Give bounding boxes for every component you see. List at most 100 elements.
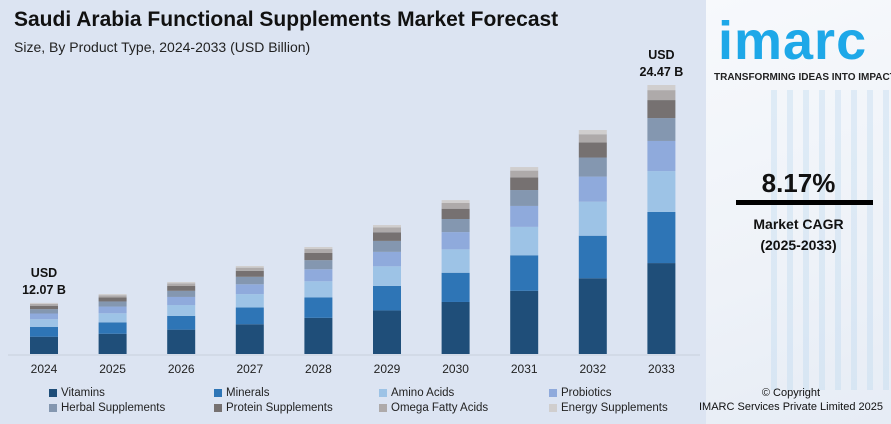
- legend-label: Omega Fatty Acids: [391, 402, 489, 414]
- legend-item-amino-acids: Amino Acids: [379, 386, 549, 400]
- bar-segment-vitamins-2032: [578, 278, 607, 354]
- bar-segment-amino-acids-2031: [510, 226, 539, 256]
- data-label-value: 24.47 B: [640, 65, 684, 79]
- bar-segment-probiotics-2029: [373, 251, 401, 267]
- bar-segment-energy-supplements-2029: [373, 225, 401, 228]
- bar-segment-minerals-2027: [235, 307, 264, 325]
- bar-segment-amino-acids-2024: [30, 319, 58, 328]
- bar-segment-protein-supplements-2026: [167, 285, 196, 291]
- legend-item-herbal: Herbal Supplements: [49, 401, 214, 415]
- bar-segment-herbal-supplements-2030: [441, 219, 470, 233]
- bar-segment-energy-supplements-2025: [98, 294, 127, 296]
- bar-segment-vitamins-2031: [510, 290, 539, 354]
- bar-segment-protein-supplements-2027: [235, 270, 264, 277]
- bar-segment-amino-acids-2025: [98, 313, 127, 323]
- bar-segment-herbal-supplements-2031: [510, 190, 539, 206]
- copyright: © Copyright IMARC Services Private Limit…: [699, 386, 883, 414]
- legend-label: Vitamins: [61, 387, 105, 399]
- bar-segment-vitamins-2027: [235, 324, 264, 354]
- bar-segment-herbal-supplements-2032: [578, 157, 607, 177]
- bar-segment-protein-supplements-2030: [441, 208, 470, 220]
- bar-segment-probiotics-2032: [578, 176, 607, 202]
- x-tick-label: 2025: [99, 362, 126, 376]
- x-tick-label: 2033: [648, 362, 675, 376]
- info-panel: imarc TRANSFORMING IDEAS INTO IMPACT 8.1…: [699, 0, 891, 424]
- cagr-label: Market CAGR (2025-2033): [706, 214, 891, 256]
- x-tick-label: 2024: [31, 362, 58, 376]
- x-tick-label: 2027: [236, 362, 263, 376]
- data-label-value: 12.07 B: [22, 283, 66, 297]
- bar-segment-amino-acids-2028: [304, 281, 333, 298]
- x-tick-label: 2030: [442, 362, 469, 376]
- bar-segment-minerals-2029: [373, 285, 401, 311]
- bar-segment-probiotics-2026: [167, 296, 196, 306]
- bar-segment-amino-acids-2029: [373, 266, 401, 286]
- legend-item-probiotics: Probiotics: [549, 386, 699, 400]
- x-tick-label: 2031: [511, 362, 538, 376]
- bar-segment-protein-supplements-2033: [647, 100, 676, 119]
- bar-segment-protein-supplements-2024: [30, 305, 58, 310]
- bar-segment-omega-fatty-acids-2025: [98, 295, 127, 298]
- x-tick-label: 2032: [579, 362, 606, 376]
- bar-segment-amino-acids-2030: [441, 249, 470, 273]
- chart-title: Saudi Arabia Functional Supplements Mark…: [14, 8, 559, 31]
- x-tick-label: 2026: [168, 362, 195, 376]
- legend-swatch: [49, 389, 57, 397]
- bar-segment-amino-acids-2032: [578, 201, 607, 236]
- data-label-unit: USD: [648, 48, 674, 62]
- bar-segment-minerals-2025: [98, 322, 127, 334]
- bar-segment-omega-fatty-acids-2033: [647, 90, 676, 101]
- chart-subtitle: Size, By Product Type, 2024-2033 (USD Bi…: [14, 39, 311, 55]
- legend-item-energy: Energy Supplements: [549, 401, 699, 415]
- bar-segment-protein-supplements-2025: [98, 297, 127, 302]
- divider: [736, 200, 873, 205]
- bar-segment-herbal-supplements-2026: [167, 290, 196, 297]
- bar-segment-energy-supplements-2027: [235, 265, 264, 268]
- bar-segment-omega-fatty-acids-2030: [441, 203, 470, 209]
- legend-label: Energy Supplements: [561, 402, 668, 414]
- bar-segment-omega-fatty-acids-2029: [373, 227, 401, 233]
- legend-label: Herbal Supplements: [61, 402, 166, 414]
- bar-segment-energy-supplements-2030: [441, 200, 470, 204]
- imarc-logo: imarc: [718, 11, 868, 71]
- bar-segment-vitamins-2029: [373, 310, 401, 354]
- copyright-line1: © Copyright: [761, 387, 821, 399]
- bar-chart: 2024 USD 12.07 B 2025 2026 2027 2028 2029 2030 20…: [8, 48, 700, 376]
- bar-segment-herbal-supplements-2033: [647, 118, 676, 141]
- legend-swatch: [549, 404, 557, 412]
- bar-segment-omega-fatty-acids-2027: [235, 267, 264, 271]
- bar-segment-probiotics-2024: [30, 313, 58, 320]
- bar-segment-protein-supplements-2028: [304, 252, 333, 261]
- bar-segment-energy-supplements-2032: [578, 129, 607, 135]
- bar-segment-amino-acids-2026: [167, 305, 196, 316]
- legend-swatch: [379, 404, 387, 412]
- bar-segment-herbal-supplements-2024: [30, 309, 58, 314]
- bar-segment-protein-supplements-2029: [373, 232, 401, 241]
- bar-segment-minerals-2028: [304, 297, 333, 318]
- cagr-label-text: Market CAGR: [753, 216, 844, 232]
- bar-segment-probiotics-2031: [510, 205, 539, 227]
- bar-segment-omega-fatty-acids-2028: [304, 249, 333, 253]
- bar-segment-energy-supplements-2031: [510, 167, 539, 171]
- bar-segment-vitamins-2024: [30, 336, 58, 354]
- bar-segment-minerals-2031: [510, 255, 539, 291]
- bar-segment-omega-fatty-acids-2032: [578, 134, 607, 143]
- background-decoration: [771, 90, 891, 390]
- legend-swatch: [549, 389, 557, 397]
- bar-segment-vitamins-2028: [304, 317, 333, 354]
- bar-segment-minerals-2026: [167, 315, 196, 330]
- bar-segment-minerals-2030: [441, 272, 470, 302]
- bar-segment-herbal-supplements-2028: [304, 260, 333, 270]
- bar-segment-vitamins-2030: [441, 301, 470, 354]
- bar-segment-vitamins-2026: [167, 329, 196, 354]
- legend-item-vitamins: Vitamins: [49, 386, 214, 400]
- legend-item-minerals: Minerals: [214, 386, 379, 400]
- cagr-period: (2025-2033): [760, 237, 837, 253]
- bar-segment-probiotics-2025: [98, 306, 127, 314]
- legend-item-protein: Protein Supplements: [214, 401, 379, 415]
- legend-label: Amino Acids: [391, 387, 455, 399]
- legend-label: Protein Supplements: [226, 402, 333, 414]
- bar-segment-energy-supplements-2026: [167, 281, 196, 284]
- bar-segment-probiotics-2027: [235, 284, 264, 295]
- copyright-line2: IMARC Services Private Limited 2025: [698, 401, 883, 413]
